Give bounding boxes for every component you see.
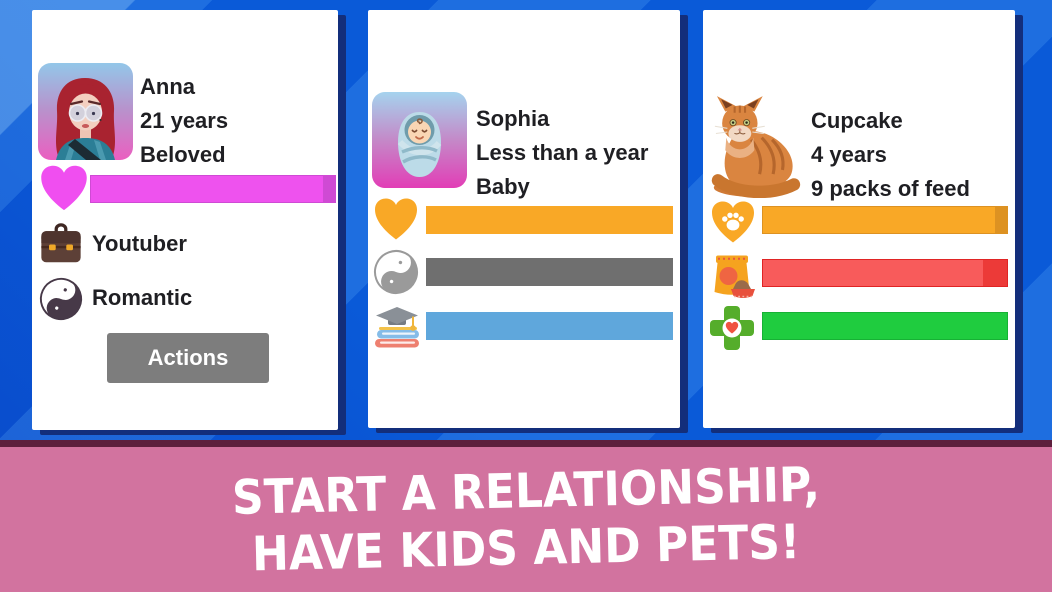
bar-fill bbox=[427, 207, 672, 233]
pet-name: Cupcake bbox=[811, 108, 903, 133]
actions-button[interactable]: Actions bbox=[107, 333, 269, 383]
pet-card-cupcake: Cupcake 4 years 9 packs of feed bbox=[703, 10, 1015, 428]
cat-avatar[interactable] bbox=[707, 94, 807, 198]
heart-icon bbox=[372, 195, 420, 249]
pet-info: Cupcake 4 years 9 packs of feed bbox=[811, 104, 970, 206]
yin-yang-icon bbox=[372, 248, 420, 301]
baby-age: Less than a year bbox=[476, 140, 649, 165]
love-bar bbox=[762, 206, 1008, 234]
bar-fill bbox=[763, 260, 983, 286]
education-bar bbox=[426, 312, 673, 340]
banner-text-line-2: HAVE KIDS AND PETS! bbox=[251, 514, 801, 582]
love-bar bbox=[426, 206, 673, 234]
job-label: Youtuber bbox=[92, 231, 187, 256]
baby-name: Sophia bbox=[476, 106, 550, 131]
baby-card-sophia: Sophia Less than a year Baby bbox=[368, 10, 680, 428]
bar-fill bbox=[427, 259, 672, 285]
character-status: Beloved bbox=[140, 142, 226, 167]
briefcase-icon bbox=[41, 223, 81, 263]
medical-cross-icon bbox=[710, 306, 754, 350]
paw-heart-icon bbox=[709, 198, 757, 252]
pet-age: 4 years bbox=[811, 142, 887, 167]
promo-banner: START A RELATIONSHIP, HAVE KIDS AND PETS… bbox=[0, 440, 1052, 592]
education-icon bbox=[375, 307, 419, 348]
personality-label: Romantic bbox=[92, 285, 193, 310]
heart-icon bbox=[38, 162, 90, 220]
woman-avatar[interactable] bbox=[38, 63, 133, 160]
pet-feed-count: 9 packs of feed bbox=[811, 176, 970, 201]
character-age: 21 years bbox=[140, 108, 229, 133]
baby-info: Sophia Less than a year Baby bbox=[476, 102, 648, 204]
bar-fill bbox=[91, 176, 323, 202]
health-bar bbox=[762, 312, 1008, 340]
mood-bar bbox=[426, 258, 673, 286]
yin-yang-icon bbox=[38, 276, 84, 327]
bar-fill bbox=[763, 313, 1007, 339]
character-card-anna: Anna 21 years Beloved Youtuber bbox=[32, 10, 338, 430]
character-name: Anna bbox=[140, 74, 195, 99]
bar-fill bbox=[427, 313, 672, 339]
baby-avatar[interactable] bbox=[372, 92, 467, 188]
pet-food-icon bbox=[714, 255, 755, 298]
character-info: Anna 21 years Beloved bbox=[140, 70, 228, 172]
baby-status: Baby bbox=[476, 174, 530, 199]
food-bar bbox=[762, 259, 1008, 287]
bar-fill bbox=[763, 207, 995, 233]
love-bar bbox=[90, 175, 336, 203]
